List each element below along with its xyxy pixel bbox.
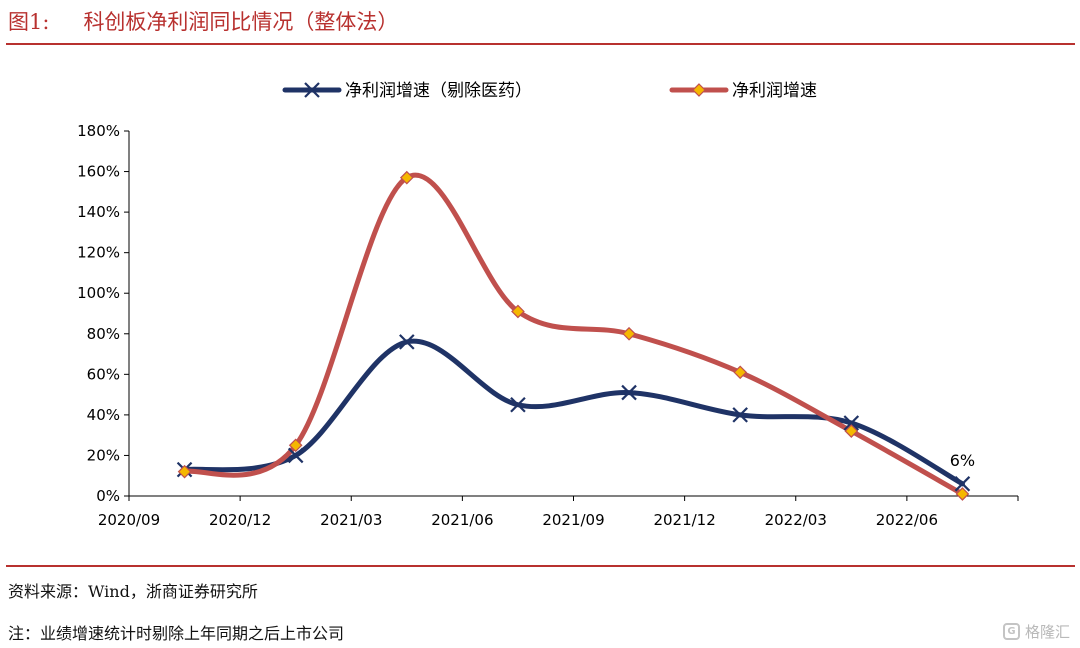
series-0-point (621, 384, 637, 401)
series-line-0 (182, 338, 965, 487)
series-1-point (622, 326, 636, 341)
series-0-point (287, 447, 304, 464)
x-tick-label: 2022/03 (765, 511, 827, 529)
legend-item-0: 净利润增速（剔除医药） (282, 81, 532, 101)
data-label: 6% (950, 451, 975, 470)
x-tick-label: 2020/12 (209, 511, 271, 529)
y-tick-label: 100% (77, 284, 120, 302)
y-tick-label: 40% (87, 406, 120, 424)
figure-title-text: 科创板净利润同比情况（整体法） (83, 10, 399, 34)
series-1-point (399, 170, 414, 185)
y-axis: 0% 20% 40% 60% 80% 100% 120% 140% 160% 180% (77, 122, 130, 505)
line-chart: 净利润增速（剔除医药） 净利润增速 0% 20% 40% 60% 80% 100% 120% 1… (77, 81, 1019, 529)
series-1-point (733, 365, 748, 380)
x-tick-label: 2020/09 (98, 511, 160, 529)
x-axis: 2020/09 2020/12 2021/03 2021/06 2021/09 2021/… (98, 495, 1019, 529)
y-tick-label: 140% (77, 203, 120, 221)
series-0-point (510, 396, 526, 413)
legend-item-1: 净利润增速 (669, 81, 817, 101)
series-0-point (399, 334, 415, 350)
series-line-1 (182, 172, 965, 497)
series-1-point (844, 424, 859, 438)
x-tick-label: 2022/06 (876, 511, 938, 529)
legend-marker (304, 82, 320, 98)
series-1-point (177, 464, 192, 479)
title-rule (6, 43, 1075, 45)
series-0-point (954, 476, 971, 492)
series-1-point (511, 304, 525, 319)
y-tick-label: 80% (87, 325, 120, 343)
plot-area: 6% (176, 170, 975, 501)
remark-note: 注：业绩增速统计时剔除上年同期之后上市公司 (8, 624, 345, 643)
watermark-text: 格隆汇 (1024, 623, 1070, 641)
watermark-logo-icon: G (1002, 623, 1020, 640)
figure-number: 图1: (8, 10, 50, 34)
y-tick-label: 0% (96, 487, 120, 505)
chart-legend: 净利润增速（剔除医药） 净利润增速 (282, 81, 817, 101)
y-tick-label: 20% (87, 446, 120, 464)
series-0-point (843, 415, 860, 431)
y-tick-label: 160% (77, 163, 120, 181)
legend-marker (692, 83, 706, 97)
x-tick-label: 2021/12 (653, 511, 715, 529)
footer-rule (6, 565, 1075, 567)
series-0-point (732, 407, 748, 423)
legend-label: 净利润增速（剔除医药） (345, 81, 532, 101)
x-tick-label: 2021/09 (542, 511, 604, 529)
y-tick-label: 180% (77, 122, 120, 140)
series-1-point (955, 487, 970, 501)
legend-label: 净利润增速 (732, 81, 817, 101)
source-note: 资料来源：Wind，浙商证券研究所 (8, 582, 258, 601)
x-tick-label: 2021/06 (431, 511, 493, 529)
figure-title: 图1: 科创板净利润同比情况（整体法） (8, 6, 398, 36)
series-1-point (288, 438, 303, 453)
watermark: G 格隆汇 (1002, 621, 1070, 642)
x-tick-label: 2021/03 (320, 511, 382, 529)
y-tick-label: 120% (77, 244, 120, 262)
y-tick-label: 60% (87, 365, 120, 383)
